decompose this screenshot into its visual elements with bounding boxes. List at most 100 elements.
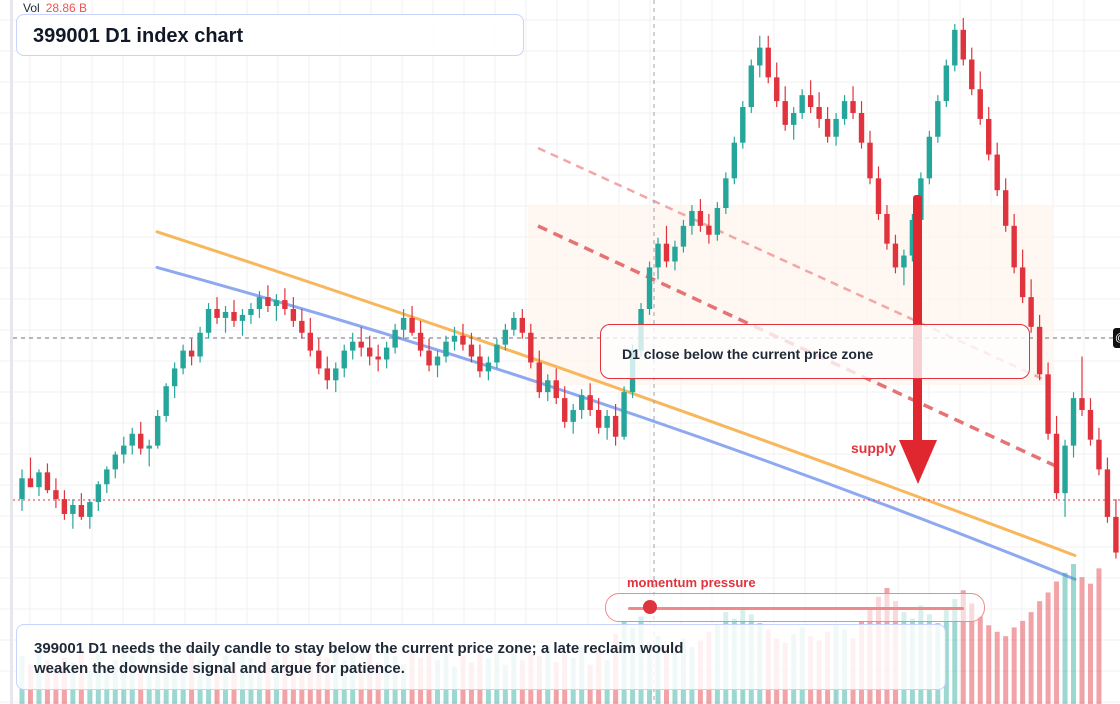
momentum-knob[interactable] xyxy=(643,600,657,614)
chart-title: 399001 D1 index chart xyxy=(33,25,244,47)
candle-body xyxy=(723,178,729,209)
volume-label: Vol xyxy=(23,1,40,15)
candle-body xyxy=(468,344,475,357)
trendline-lower xyxy=(537,224,1061,470)
price-zone-callout: D1 close below the current price zone xyxy=(600,324,1030,379)
candle-body xyxy=(53,490,59,500)
candle-body xyxy=(494,344,500,363)
candle-body xyxy=(706,225,712,235)
candle-body xyxy=(655,243,661,268)
candle-body xyxy=(833,118,839,137)
candle-body xyxy=(867,142,873,179)
candle-body xyxy=(943,65,950,102)
volume-bar xyxy=(1020,620,1026,704)
candle-body xyxy=(892,243,899,268)
moving-average-orange xyxy=(155,230,1077,558)
candle-body xyxy=(926,136,933,179)
candle-body xyxy=(884,213,890,244)
volume-bar xyxy=(1045,592,1051,704)
candle-body xyxy=(511,317,517,330)
candle-body xyxy=(19,478,25,500)
candle-body xyxy=(214,309,220,318)
candle-body xyxy=(1062,445,1068,494)
candle-body xyxy=(841,101,848,119)
candle-body xyxy=(87,502,93,517)
candle-body xyxy=(969,59,975,90)
candle-body xyxy=(180,350,186,369)
candle-body xyxy=(383,347,390,360)
candle-body xyxy=(587,395,593,410)
candle-body xyxy=(502,329,509,345)
candle-body xyxy=(400,317,407,330)
candle-body xyxy=(1096,439,1102,470)
candle-body xyxy=(366,347,373,357)
candle-body xyxy=(222,311,229,318)
candle-body xyxy=(95,484,102,503)
down-arrow-head xyxy=(899,440,937,484)
candle-body xyxy=(1079,398,1085,410)
candle-body xyxy=(341,350,347,369)
volume-value: 28.86 B xyxy=(45,1,88,15)
candle-body xyxy=(299,320,305,333)
candle-body xyxy=(697,210,704,226)
candle-body xyxy=(70,505,76,514)
candle-body xyxy=(663,243,670,262)
candle-body xyxy=(273,300,280,307)
candle-body xyxy=(231,311,237,321)
price-axis-tag[interactable]: @ xyxy=(1113,328,1120,348)
candle-body xyxy=(256,297,263,309)
candle-body xyxy=(44,472,51,491)
candle-body xyxy=(350,341,356,351)
candle-body xyxy=(154,415,161,446)
candle-body xyxy=(909,219,916,256)
candle-body xyxy=(545,380,551,393)
candle-body xyxy=(824,118,831,137)
candle-body xyxy=(858,112,865,143)
volume-bar xyxy=(1011,627,1017,704)
candle-body xyxy=(282,300,288,309)
candle-body xyxy=(935,101,941,137)
candle-body xyxy=(748,65,754,108)
candle-body xyxy=(27,478,34,488)
candle-body xyxy=(604,415,610,428)
candle-body xyxy=(460,335,466,345)
candle-body xyxy=(188,350,195,357)
supply-label: supply xyxy=(851,440,897,456)
candle-body xyxy=(562,398,568,422)
candle-body xyxy=(807,95,814,108)
candle-body xyxy=(358,341,364,348)
volume-bar xyxy=(1062,572,1068,704)
candle-body xyxy=(1104,469,1111,517)
volume-bar xyxy=(994,631,1000,704)
candle-body xyxy=(952,29,958,66)
volume-bar xyxy=(1079,577,1085,704)
volume-bar xyxy=(960,590,966,704)
volume-bar xyxy=(1087,583,1093,704)
volume-bar xyxy=(1096,568,1102,704)
candle-body xyxy=(901,255,907,268)
momentum-pressure-slider[interactable] xyxy=(605,593,985,622)
candle-body xyxy=(163,386,169,416)
momentum-track[interactable] xyxy=(628,607,964,610)
candle-body xyxy=(536,362,542,393)
candle-body xyxy=(290,309,297,321)
candle-body xyxy=(477,356,483,372)
candle-body xyxy=(765,47,771,78)
candle-body xyxy=(977,89,983,119)
candle-body xyxy=(1053,433,1060,494)
candle-body xyxy=(434,356,441,366)
candle-body xyxy=(646,267,653,309)
candle-body xyxy=(417,332,424,351)
candle-body xyxy=(782,101,788,125)
analysis-note-panel: 399001 D1 needs the daily candle to stay… xyxy=(16,624,946,690)
candle-body xyxy=(1087,409,1094,440)
chart-title-panel: 399001 D1 index chart xyxy=(16,14,524,56)
candle-body xyxy=(994,154,1000,191)
candle-body xyxy=(790,112,797,125)
candle-body xyxy=(485,362,492,372)
candle-body xyxy=(61,499,68,514)
candle-body xyxy=(689,210,695,226)
candle-body xyxy=(392,329,398,348)
candle-body xyxy=(714,208,721,235)
volume-bar xyxy=(1054,581,1060,704)
